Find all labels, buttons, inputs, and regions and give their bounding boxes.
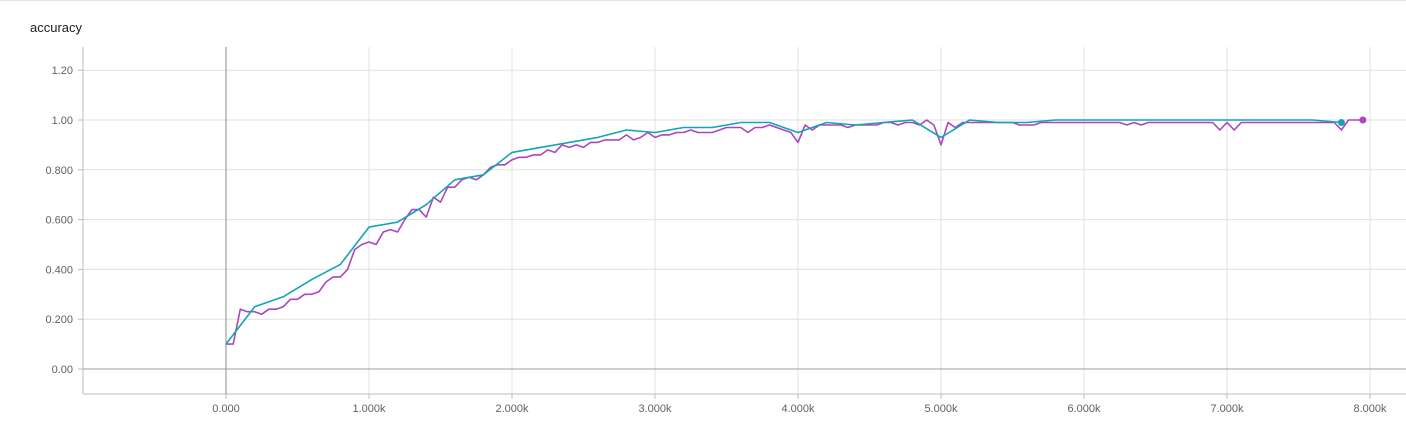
x-tick-label: 2.000k <box>495 403 529 415</box>
y-tick-label: 0.200 <box>45 314 73 326</box>
y-tick-label: 0.600 <box>45 215 73 227</box>
x-tick-label: 5.000k <box>924 403 958 415</box>
series-line-2 <box>225 119 1342 345</box>
y-tick-label: 0.800 <box>45 165 73 177</box>
y-tick-label: 0.00 <box>52 364 73 376</box>
grid <box>83 47 1406 394</box>
x-tick-label: 6.000k <box>1067 403 1101 415</box>
x-tick-label: 8.000k <box>1353 403 1387 415</box>
series-end-point-1[interactable] <box>1359 116 1367 124</box>
x-tick-label: 7.000k <box>1210 403 1244 415</box>
x-tick-label: 4.000k <box>781 403 815 415</box>
y-tick-label: 0.400 <box>45 264 73 276</box>
series-line-1 <box>226 119 1363 345</box>
y-tick-label: 1.20 <box>52 65 73 77</box>
axes <box>78 47 1406 399</box>
chart-title: accuracy <box>30 20 83 35</box>
x-tick-label: 3.000k <box>638 403 672 415</box>
tick-labels: 0.00 0.200 0.400 0.600 0.800 1.00 1.20 0.000 1.0… <box>45 65 1387 415</box>
y-tick-label: 1.00 <box>52 115 73 127</box>
series-end-point-2[interactable] <box>1337 118 1345 126</box>
x-tick-label: 0.000 <box>212 403 240 415</box>
series-layer <box>225 116 1367 345</box>
x-tick-label: 1.000k <box>352 403 386 415</box>
